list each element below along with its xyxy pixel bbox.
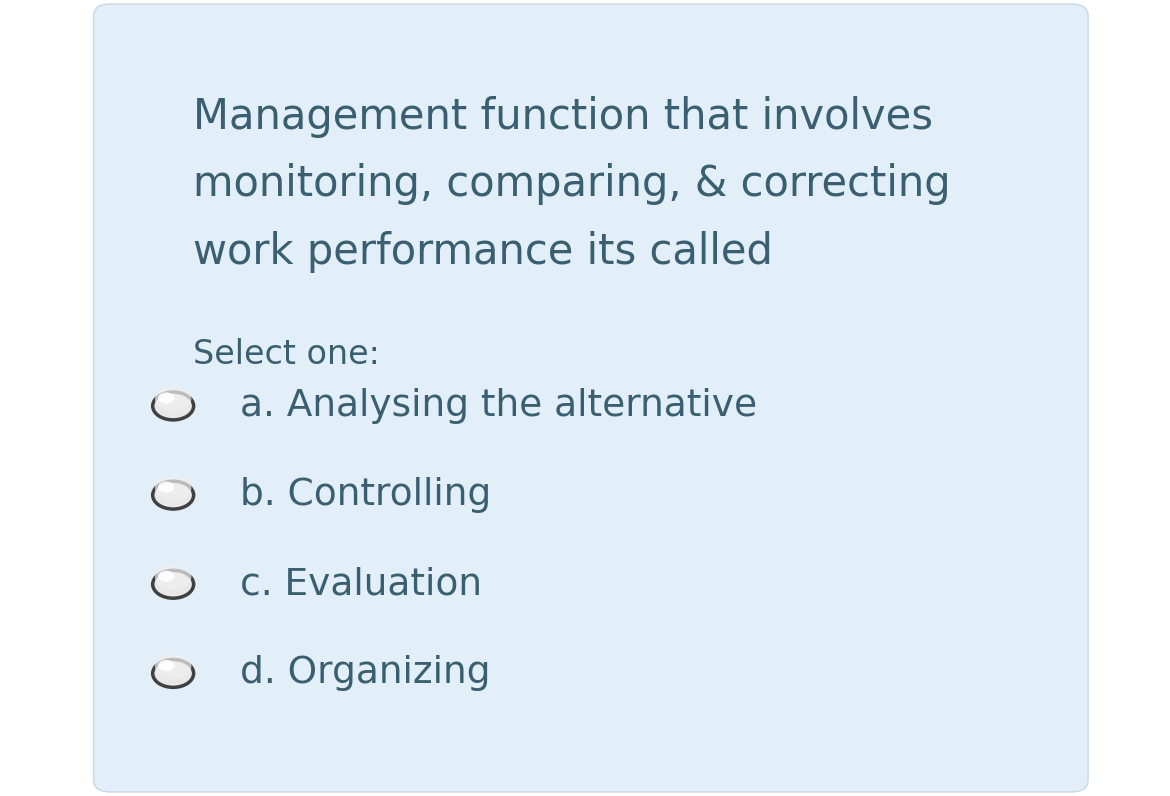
Circle shape — [154, 565, 192, 590]
Text: Management function that involves: Management function that involves — [193, 96, 932, 138]
Circle shape — [154, 387, 192, 412]
Circle shape — [158, 392, 174, 404]
Circle shape — [158, 660, 174, 671]
Circle shape — [158, 571, 174, 582]
Circle shape — [154, 654, 192, 679]
Circle shape — [152, 481, 193, 509]
Text: monitoring, comparing, & correcting: monitoring, comparing, & correcting — [193, 163, 951, 205]
FancyBboxPatch shape — [94, 4, 1088, 792]
Circle shape — [152, 659, 193, 688]
Text: Select one:: Select one: — [193, 338, 380, 371]
Text: a. Analysing the alternative: a. Analysing the alternative — [240, 388, 757, 424]
Circle shape — [158, 482, 174, 493]
Circle shape — [154, 476, 192, 501]
Circle shape — [152, 392, 193, 420]
Text: b. Controlling: b. Controlling — [240, 477, 491, 513]
Text: c. Evaluation: c. Evaluation — [240, 566, 482, 603]
Text: d. Organizing: d. Organizing — [240, 655, 490, 692]
Circle shape — [152, 570, 193, 599]
Text: work performance its called: work performance its called — [193, 231, 773, 273]
